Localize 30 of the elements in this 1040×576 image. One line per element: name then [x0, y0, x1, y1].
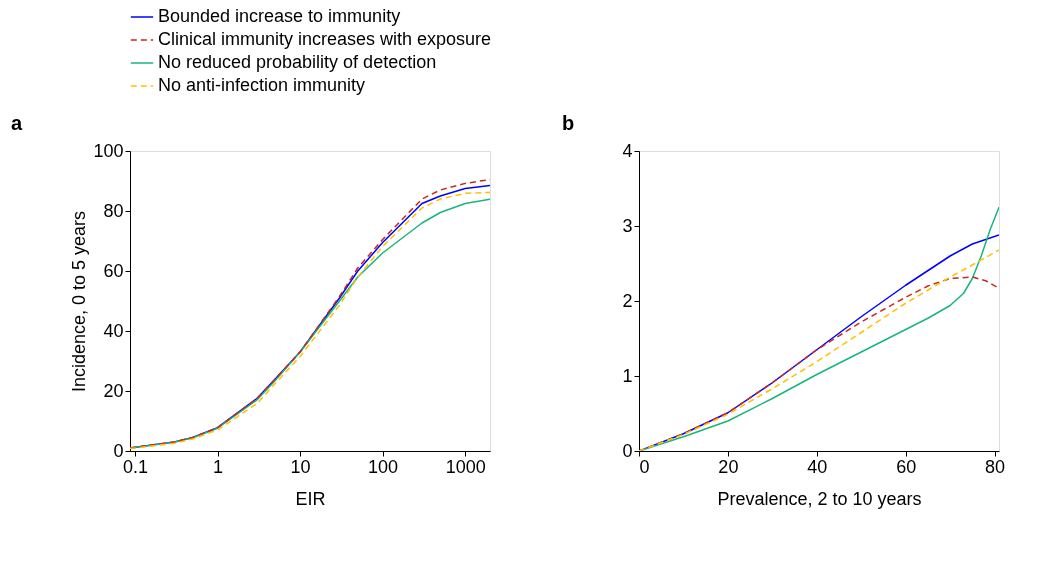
y-tick-label: 0	[113, 440, 124, 461]
x-tick-label: 0.1	[122, 456, 149, 477]
y-tick-label: 40	[103, 320, 124, 341]
x-tick-label: 0	[639, 456, 650, 477]
legend-label: No reduced probability of detection	[158, 52, 437, 72]
legend-label: Bounded increase to immunity	[158, 6, 401, 26]
y-tick-label: 0	[622, 440, 633, 461]
x-tick-label: 80	[985, 456, 1006, 477]
y-tick-label: 2	[622, 290, 633, 311]
chart-title: a	[10, 112, 23, 134]
y-tick-label: 1	[622, 365, 633, 386]
y-tick-label: 100	[93, 140, 124, 161]
y-tick-label: 20	[103, 380, 124, 401]
x-tick-label: 1000	[445, 456, 486, 477]
x-tick-label: 20	[718, 456, 739, 477]
y-tick-label: 4	[622, 140, 633, 161]
x-axis-title: Prevalence, 2 to 10 years	[717, 488, 922, 509]
x-tick-label: 100	[368, 456, 399, 477]
x-tick-label: 40	[807, 456, 828, 477]
legend-label: No anti-infection immunity	[158, 75, 366, 95]
y-axis-title: Incidence, 0 to 5 years	[69, 210, 90, 393]
x-tick-label: 10	[290, 456, 311, 477]
x-tick-label: 1	[213, 456, 224, 477]
x-axis-title: EIR	[295, 488, 326, 509]
y-tick-label: 60	[103, 260, 124, 281]
legend-label: Clinical immunity increases with exposure	[158, 29, 492, 49]
chart-title: b	[561, 112, 575, 134]
y-tick-label: 80	[103, 200, 124, 221]
y-tick-label: 3	[622, 215, 633, 236]
x-tick-label: 60	[896, 456, 917, 477]
